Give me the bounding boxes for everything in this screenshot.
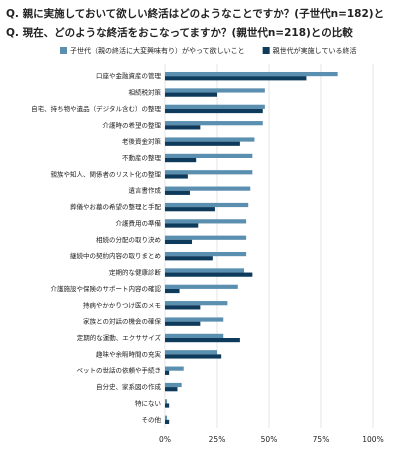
y-tick-label: 親族や知人、関係者のリスト化の整理 xyxy=(51,169,162,178)
bar xyxy=(165,301,228,306)
bar xyxy=(165,350,217,355)
y-tick-label: 遺言書作成 xyxy=(129,186,162,195)
x-tick-label: 75% xyxy=(313,435,330,444)
y-tick-label: 定期的な健康診断 xyxy=(109,268,162,277)
legend-label: 親世代が実施している終活 xyxy=(273,46,357,55)
chart-title: Q. 親に実施しておいて欲しい終活はどのようなことですか？(子世代n=182)と xyxy=(6,7,384,20)
bar xyxy=(165,333,224,338)
bar xyxy=(165,158,197,163)
y-tick-label: 継続中の契約内容の取りまとめ xyxy=(70,251,161,260)
bar xyxy=(165,141,240,146)
bar xyxy=(165,305,201,310)
bar xyxy=(165,223,199,228)
bar xyxy=(165,235,247,240)
bar xyxy=(165,317,224,322)
y-tick-label: 家族との対話の機会の確保 xyxy=(83,317,161,326)
legend-swatch xyxy=(262,47,270,54)
bar xyxy=(165,354,222,359)
bar xyxy=(165,370,170,375)
bar xyxy=(165,403,170,408)
y-tick-label: 相続税対策 xyxy=(129,88,162,97)
y-tick-label: 相続の分配の取り決め xyxy=(96,235,161,244)
bar xyxy=(165,202,249,208)
bar xyxy=(165,104,265,109)
bar xyxy=(165,137,255,142)
bar xyxy=(165,366,184,371)
x-tick-label: 100% xyxy=(362,435,383,444)
bar xyxy=(165,268,245,273)
y-tick-label: 介護施設や保険のサポート内容の確認 xyxy=(51,284,162,293)
bar xyxy=(165,174,188,179)
x-tick-label: 0% xyxy=(159,435,171,444)
bar xyxy=(165,288,180,294)
bar xyxy=(165,256,213,261)
x-tick-label: 25% xyxy=(209,435,226,444)
y-tick-label: ペットの世話の依頼や手続き xyxy=(77,366,162,375)
y-tick-label: 口座や金融資産の管理 xyxy=(96,71,162,80)
bar xyxy=(165,76,307,81)
bar xyxy=(165,92,217,97)
bar xyxy=(165,399,168,404)
bar xyxy=(165,153,253,158)
bar xyxy=(165,321,201,326)
bar xyxy=(165,387,178,392)
y-tick-label: 定期的な運動、エクササイズ xyxy=(77,333,162,342)
bar xyxy=(165,251,247,257)
bar xyxy=(165,88,265,93)
legend-label: 子世代（親の終活に大変興味有り）がやって欲しいこと xyxy=(70,46,245,55)
x-tick-label: 50% xyxy=(261,435,278,444)
y-tick-label: 介護時の希望の整理 xyxy=(103,120,162,129)
bar xyxy=(165,239,193,245)
bar xyxy=(165,170,253,175)
y-tick-label: 自分史、家系図の作成 xyxy=(96,382,162,391)
bar xyxy=(165,219,247,224)
bar xyxy=(165,419,170,425)
bar xyxy=(165,382,182,388)
bar xyxy=(165,272,253,277)
bar xyxy=(165,121,263,126)
bar xyxy=(165,125,201,130)
bar xyxy=(165,190,190,195)
y-tick-label: 趣味や余暇時間の充実 xyxy=(96,349,162,358)
y-tick-label: 不動産の整理 xyxy=(122,153,162,162)
legend-swatch xyxy=(60,47,67,54)
y-tick-label: 特にない xyxy=(135,398,161,407)
y-tick-label: その他 xyxy=(142,415,162,424)
y-tick-label: 介護費用の準備 xyxy=(116,218,162,227)
bar xyxy=(165,284,238,289)
y-tick-label: 持病やかかりつけ医のメモ xyxy=(83,300,161,309)
y-tick-label: 葬儀やお墓の希望の整理と手配 xyxy=(70,202,162,211)
y-tick-label: 老後資金対策 xyxy=(122,137,162,146)
y-tick-label: 自宅、持ち物や遺品（デジタル含む）の整理 xyxy=(31,104,161,113)
bar xyxy=(165,108,263,114)
bar xyxy=(165,186,251,191)
bar xyxy=(165,415,168,420)
bar xyxy=(165,338,240,343)
bar xyxy=(165,71,338,77)
bar xyxy=(165,207,215,212)
chart-title: Q. 現在、どのような終活をおこなってますか？(親世代n=218)との比較 xyxy=(6,26,353,39)
